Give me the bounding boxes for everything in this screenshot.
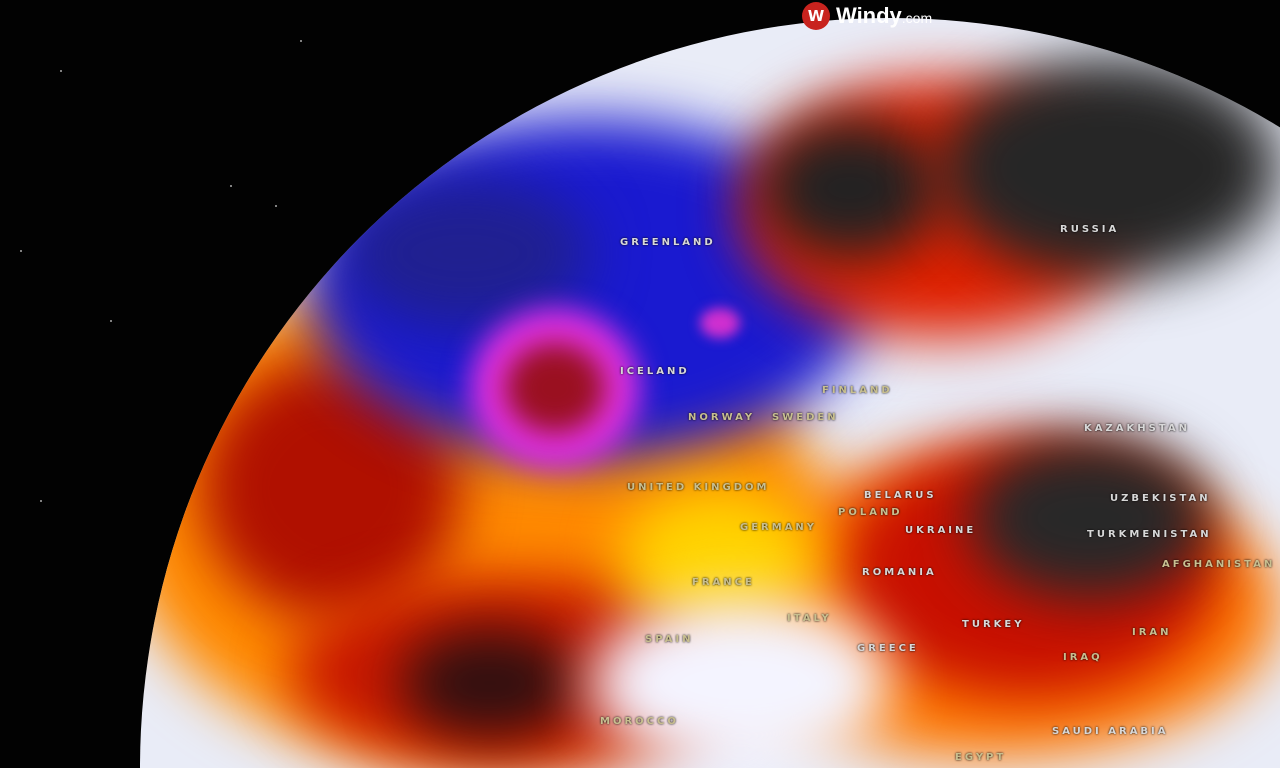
label-poland: POLAND (838, 507, 903, 518)
label-iran: IRAN (1132, 627, 1172, 638)
star (230, 185, 232, 187)
label-spain: SPAIN (645, 634, 694, 645)
label-finland: FINLAND (822, 385, 893, 396)
label-morocco: MOROCCO (600, 716, 679, 727)
label-greece: GREECE (857, 643, 919, 654)
label-greenland: GREENLAND (620, 237, 716, 248)
star (40, 500, 42, 502)
label-france: FRANCE (692, 577, 755, 588)
label-russia: RUSSIA (1060, 224, 1120, 235)
label-ukraine: UKRAINE (905, 525, 977, 536)
star (110, 320, 112, 322)
label-turkey: TURKEY (962, 619, 1025, 630)
label-afghanistan: AFGHANISTAN (1162, 559, 1276, 570)
label-kazakhstan: KAZAKHSTAN (1084, 423, 1190, 434)
label-uzbekistan: UZBEKISTAN (1110, 493, 1211, 504)
label-iceland: ICELAND (620, 366, 690, 377)
label-turkmenistan: TURKMENISTAN (1087, 529, 1212, 540)
label-belarus: BELARUS (864, 490, 937, 501)
label-saudi-arabia: SAUDI ARABIA (1052, 726, 1169, 737)
brand-name: Windy (836, 3, 902, 28)
star (20, 250, 22, 252)
star (60, 70, 62, 72)
label-italy: ITALY (787, 613, 832, 624)
star (275, 205, 277, 207)
brand-suffix: .com (901, 10, 933, 26)
label-germany: GERMANY (740, 522, 818, 533)
label-norway: NORWAY (688, 412, 756, 423)
globe[interactable] (140, 18, 1280, 768)
windy-logo[interactable]: W Windy.com (802, 2, 932, 30)
label-united-kingdom: UNITED KINGDOM (627, 482, 770, 493)
label-sweden: SWEDEN (772, 412, 839, 423)
windy-logo-icon: W (802, 2, 830, 30)
label-iraq: IRAQ (1063, 652, 1103, 663)
label-egypt: EGYPT (955, 752, 1007, 763)
star (300, 40, 302, 42)
label-romania: ROMANIA (862, 567, 937, 578)
